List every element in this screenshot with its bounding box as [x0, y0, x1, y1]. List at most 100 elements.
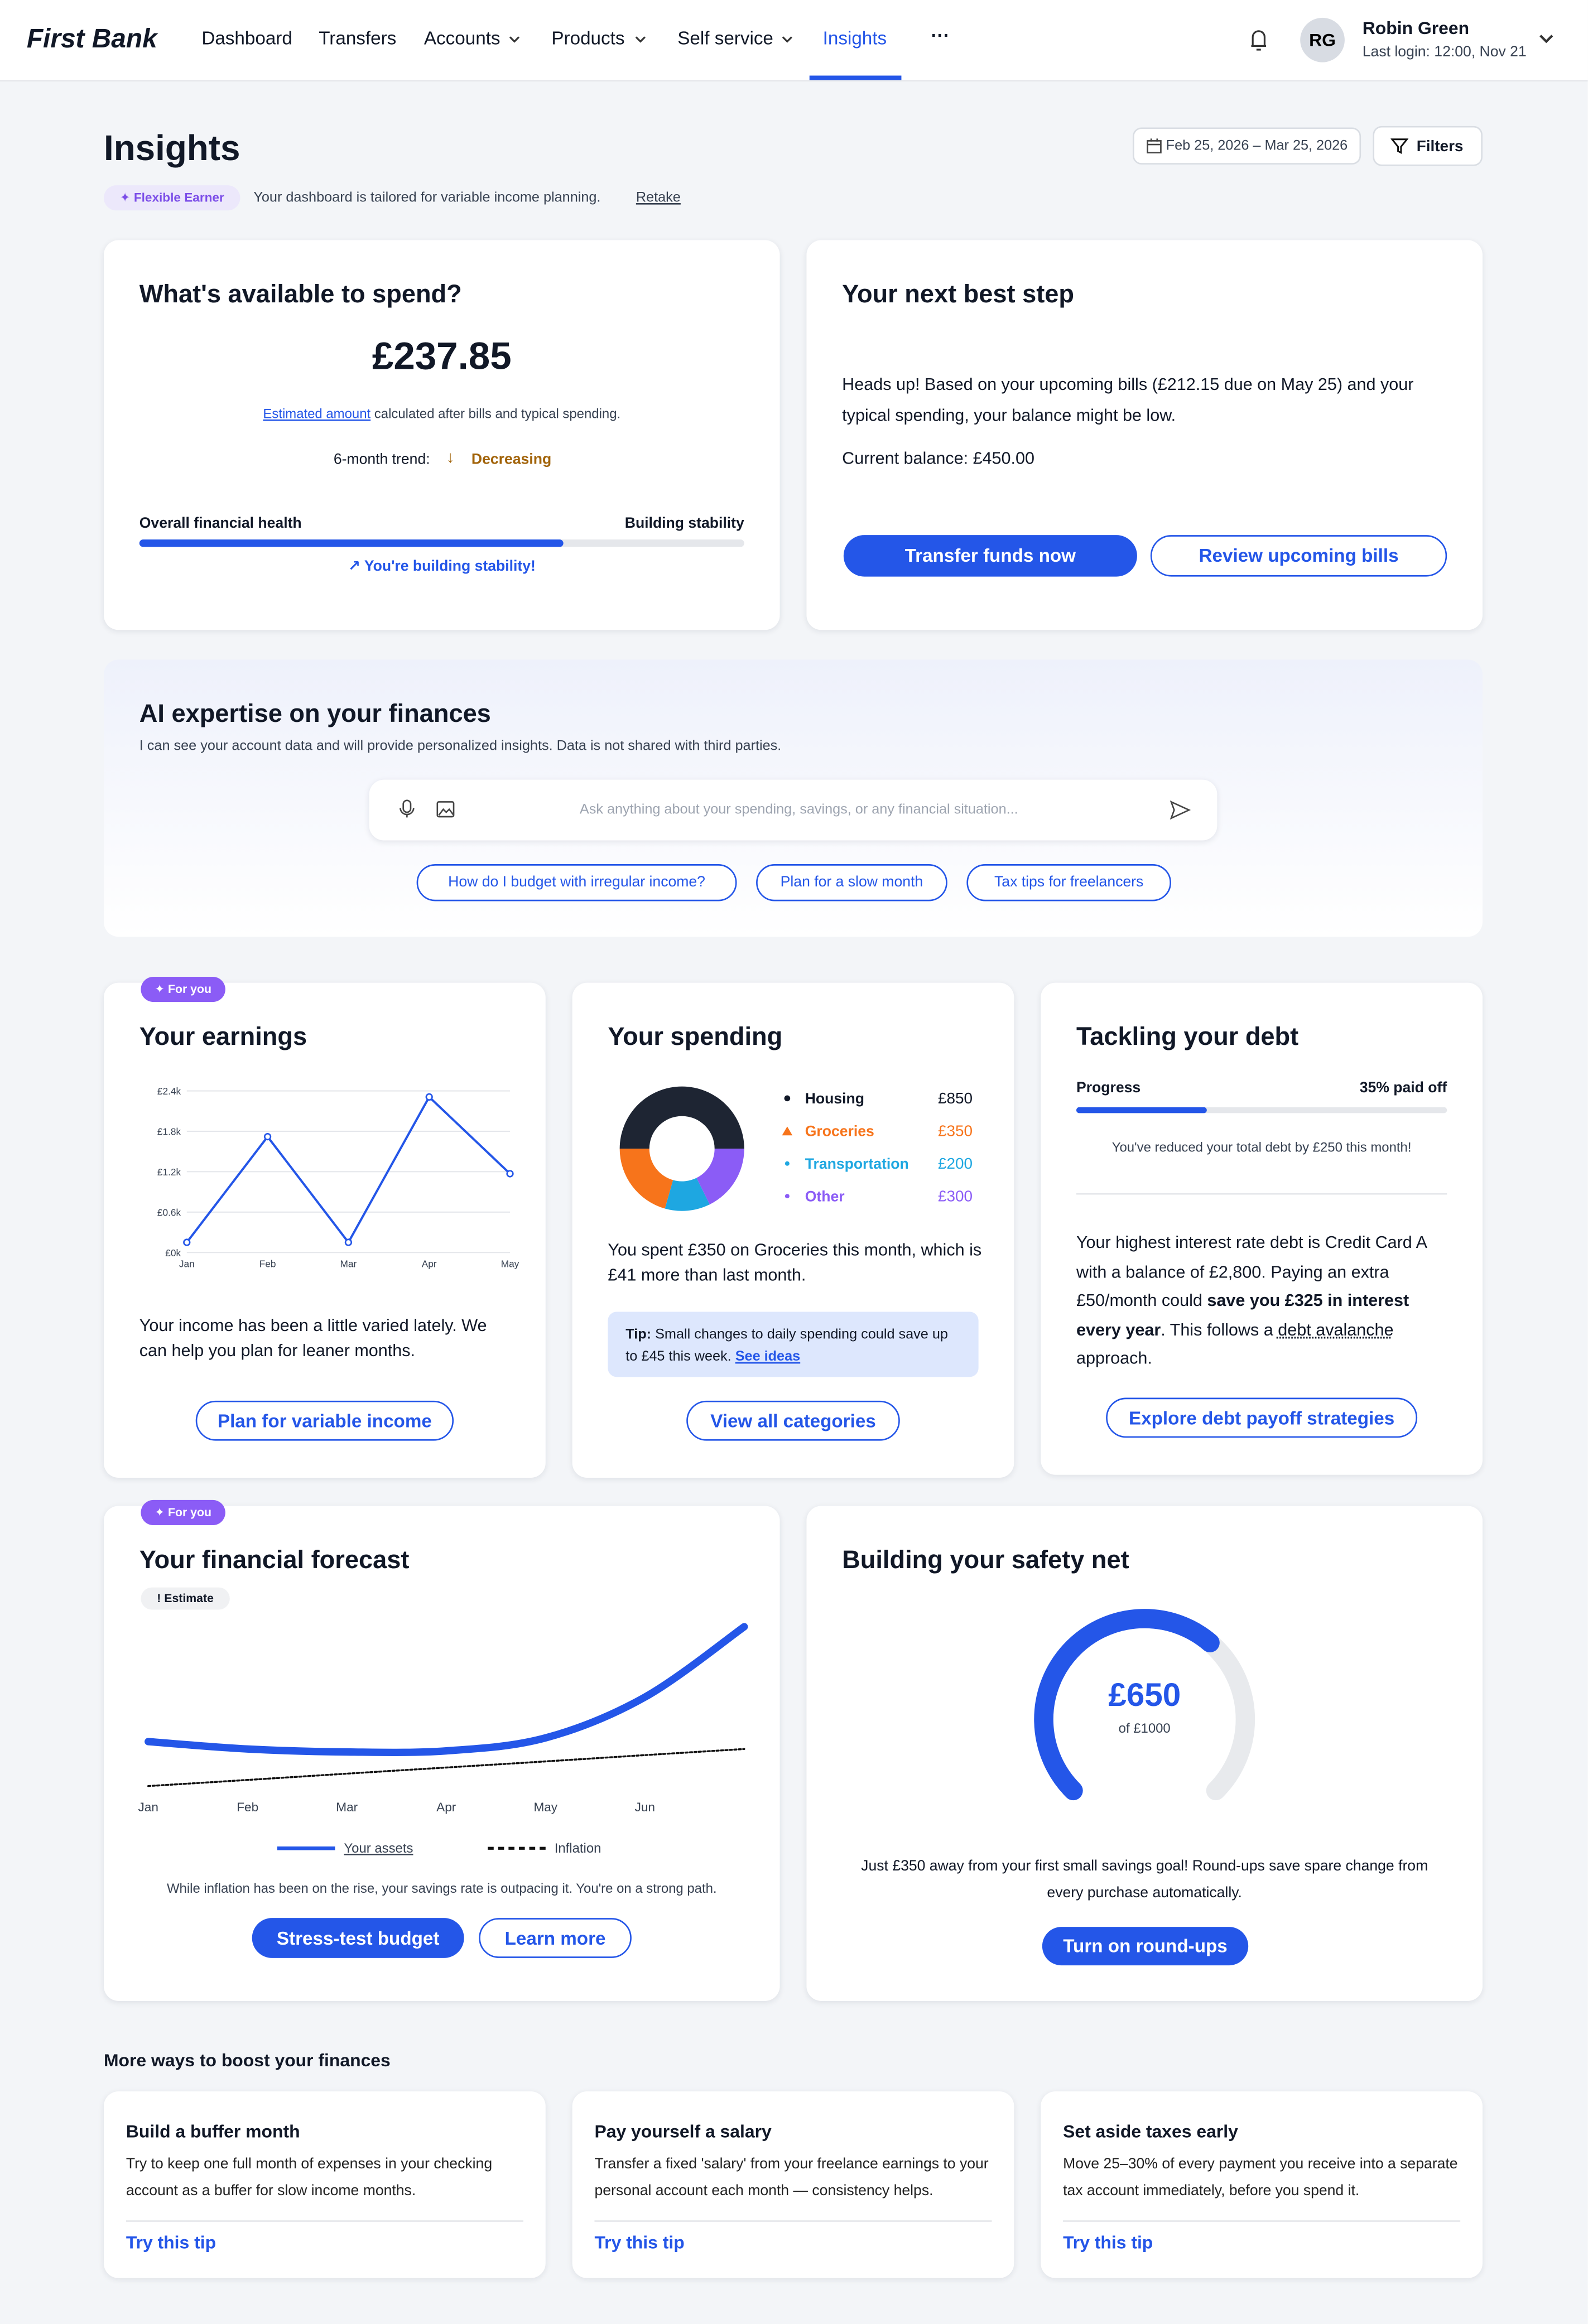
health-note-text: You're building stability!: [364, 558, 536, 575]
tip-card: Pay yourself a salary Transfer a fixed '…: [572, 2091, 1014, 2278]
nav-more[interactable]: ···: [931, 25, 950, 46]
next-step-card: Your next best step Heads up! Based on y…: [806, 240, 1483, 630]
available-card: What's available to spend? £237.85 Estim…: [103, 240, 780, 630]
date-range: Feb 25, 2026 – Mar 25, 2026: [1166, 138, 1348, 155]
card-title: Your next best step: [842, 280, 1074, 308]
y-tick-label: £0k: [165, 1247, 181, 1259]
ai-subtitle: I can see your account data and will pro…: [139, 738, 782, 755]
card-title: Your spending: [608, 1023, 783, 1051]
filter-icon: [1390, 138, 1409, 155]
nav-item[interactable]: Dashboard: [201, 28, 292, 49]
x-tick-label: May: [501, 1259, 519, 1270]
user-chevron[interactable]: [1539, 35, 1553, 44]
legend-label: Transportation: [805, 1155, 909, 1172]
legend-value: £200: [938, 1155, 973, 1172]
tip-link[interactable]: Try this tip: [1063, 2232, 1153, 2253]
suggestion-chip[interactable]: Tax tips for freelancers: [966, 864, 1172, 901]
series-line: [145, 1623, 748, 1757]
divider: [126, 2220, 523, 2222]
tip-text: Try to keep one full month of expenses i…: [126, 2156, 493, 2200]
send-icon[interactable]: [1170, 800, 1191, 820]
forecast-note: While inflation has been on the rise, yo…: [166, 1881, 717, 1896]
nav-item[interactable]: Products: [551, 28, 625, 49]
donut-segment: [619, 1149, 673, 1209]
retake-link[interactable]: Retake: [636, 190, 681, 206]
explore-debt-button[interactable]: Explore debt payoff strategies: [1106, 1397, 1418, 1438]
filters-button[interactable]: Filters: [1373, 126, 1483, 166]
for-you-badge: ✦ For you: [141, 976, 225, 1002]
x-tick-label: Feb: [259, 1259, 276, 1270]
y-tick-label: £0.6k: [157, 1207, 181, 1218]
debt-text-bold: save you £325 in interest every year: [1076, 1292, 1409, 1339]
image-icon[interactable]: [436, 801, 455, 818]
debt-text-part: . This follows a: [1161, 1321, 1278, 1339]
bell-icon[interactable]: [1251, 30, 1267, 51]
tip-box: Tip: Small changes to daily spending cou…: [608, 1312, 979, 1377]
legend-marker: [784, 1095, 791, 1102]
date-range-button[interactable]: Feb 25, 2026 – Mar 25, 2026: [1132, 127, 1361, 165]
y-tick-label: £1.8k: [157, 1126, 181, 1137]
card-title: Your financial forecast: [139, 1546, 410, 1574]
transfer-button[interactable]: Transfer funds now: [843, 535, 1137, 577]
debt-text-part: approach.: [1076, 1350, 1152, 1368]
nav-item[interactable]: Transfers: [319, 28, 397, 49]
chevron: [509, 36, 792, 43]
x-tick-label: Mar: [340, 1259, 357, 1270]
earnings-card: ✦ For you Your earnings £0k £0.6k £1.2k £1.…: [103, 976, 546, 1478]
tip-title: Build a buffer month: [126, 2121, 300, 2142]
learn-more-button[interactable]: Learn more: [479, 1918, 632, 1958]
gauge-value: £650: [1108, 1677, 1181, 1713]
legend-label: Inflation: [555, 1841, 601, 1856]
tips-title: More ways to boost your finances: [103, 2050, 391, 2071]
nav-item-active[interactable]: Insights: [822, 28, 887, 49]
tip-link[interactable]: Try this tip: [594, 2232, 685, 2253]
suggestion-chip[interactable]: How do I budget with irregular income?: [416, 864, 737, 901]
tip-link[interactable]: Try this tip: [126, 2232, 216, 2253]
ai-input[interactable]: Ask anything about your spending, saving…: [369, 779, 1218, 841]
review-bills-button[interactable]: Review upcoming bills: [1150, 535, 1447, 577]
tagline: Your dashboard is tailored for variable …: [253, 190, 601, 206]
debt-track: [1076, 1107, 1447, 1113]
legend-label: Housing: [805, 1090, 864, 1107]
legend-marker: [785, 1161, 790, 1166]
mic-icon[interactable]: [402, 799, 412, 813]
debt-avalanche-link[interactable]: debt avalanche: [1278, 1321, 1394, 1339]
safety-card: Building your safety net £650 of £1000 Ju…: [806, 1506, 1483, 2001]
safety-text: Just £350 away from your first small sav…: [861, 1858, 1428, 1902]
plan-button[interactable]: Plan for variable income: [195, 1400, 454, 1441]
debt-text: Your highest interest rate debt is Credi…: [1076, 1230, 1447, 1375]
active-underline: [809, 75, 902, 80]
nav-item[interactable]: Accounts: [424, 28, 501, 49]
estimate-line: Estimated amount calculated after bills …: [104, 406, 780, 421]
x-tick-label: Jan: [138, 1800, 158, 1814]
legend-value: £300: [938, 1187, 973, 1204]
y-tick-label: £2.4k: [157, 1086, 181, 1097]
divider: [594, 2220, 992, 2222]
available-amount: £237.85: [372, 333, 512, 378]
estimated-link[interactable]: Estimated amount: [263, 406, 371, 421]
x-tick-label: May: [533, 1800, 557, 1814]
estimate-pill: ! Estimate: [141, 1587, 230, 1610]
round-ups-button[interactable]: Turn on round-ups: [1042, 1927, 1249, 1966]
view-categories-button[interactable]: View all categories: [686, 1400, 900, 1441]
suggestion-chip[interactable]: Plan for a slow month: [756, 864, 947, 901]
gauge-max: of £1000: [1119, 1721, 1171, 1736]
avatar[interactable]: [1300, 17, 1345, 62]
forecast-chart: Jan Feb Mar Apr May Jun Your assets Inflation: [138, 1623, 748, 1856]
legend-marker: [785, 1194, 790, 1199]
ai-title: AI expertise on your finances: [139, 700, 491, 728]
health-fill: [139, 539, 563, 547]
x-tick-label: Feb: [237, 1800, 258, 1814]
last-login: Last login: 12:00, Nov 21: [1362, 44, 1527, 61]
nav-item[interactable]: Self service: [677, 28, 773, 49]
trend-value: Decreasing: [471, 452, 552, 469]
tip-link[interactable]: See ideas: [735, 1348, 801, 1366]
data-point: [344, 1238, 353, 1246]
stress-test-button[interactable]: Stress-test budget: [252, 1918, 464, 1958]
profile-badge: ✦ Flexible Earner: [103, 185, 240, 211]
data-point: [506, 1170, 514, 1178]
input-icons: [400, 799, 1191, 820]
logo[interactable]: First Bank: [26, 23, 157, 54]
donut-segment: [665, 1178, 710, 1211]
